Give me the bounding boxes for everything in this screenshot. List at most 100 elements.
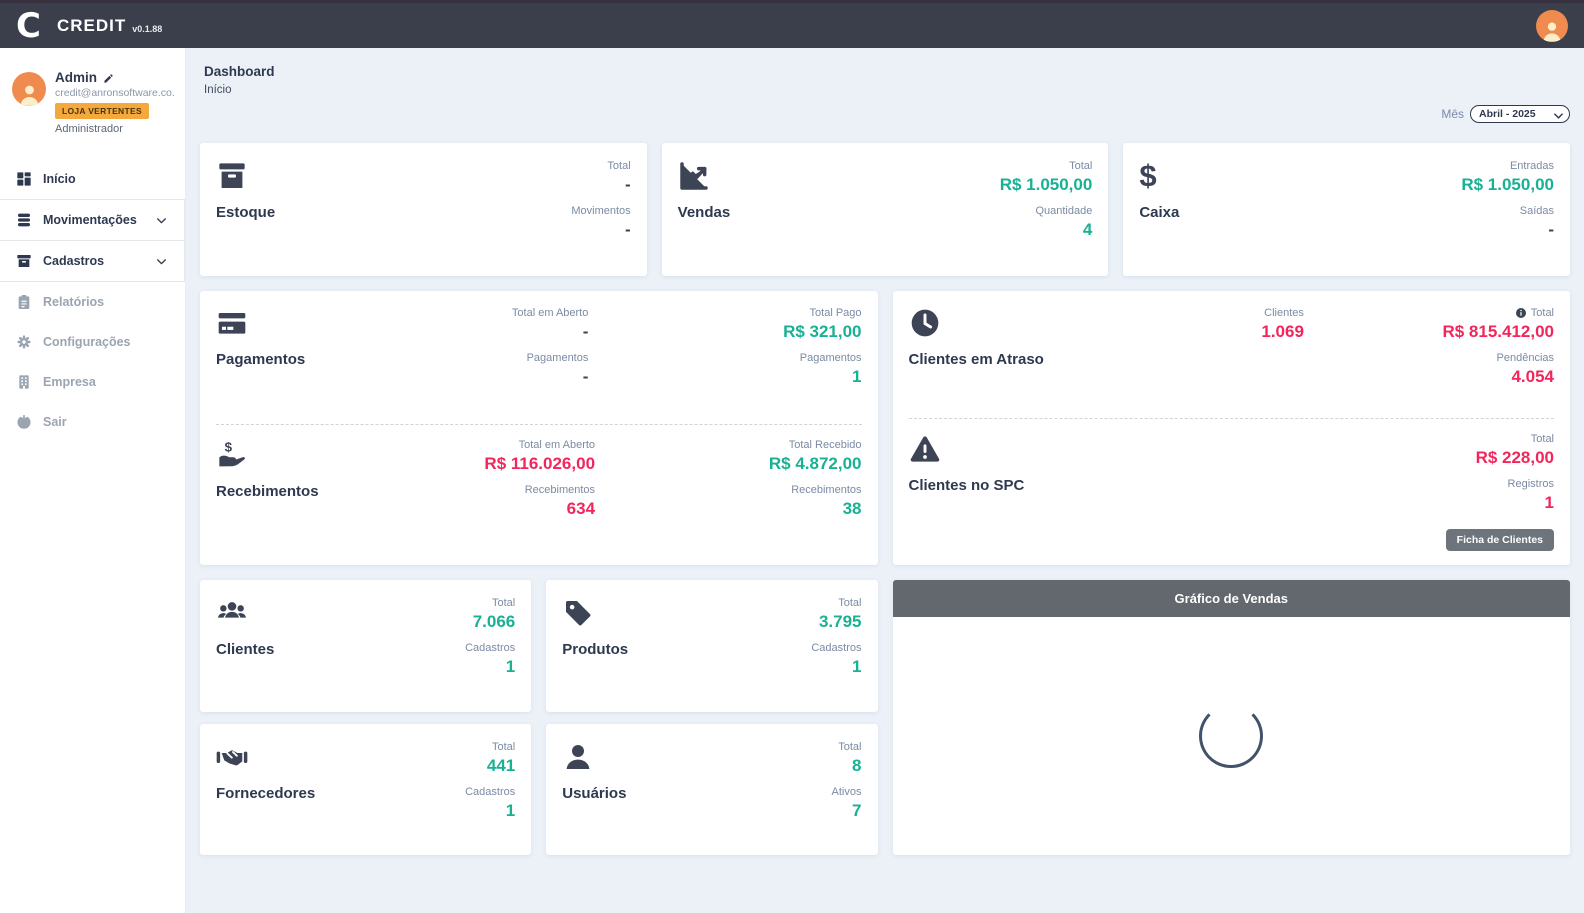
pagamentos-section: Pagamentos Total em Aberto - Pagamentos … xyxy=(216,307,862,420)
stat: Total 8 xyxy=(838,741,862,775)
dashed-divider xyxy=(908,418,1554,419)
card-title: Clientes em Atraso xyxy=(908,351,1044,368)
stat: Total 7.066 xyxy=(472,597,516,631)
person-icon xyxy=(20,85,38,106)
dollar-icon: $ xyxy=(1139,158,1157,193)
sidebar: Admin credit@anronsoftware.co... LOJA VE… xyxy=(0,48,186,913)
card-title: Caixa xyxy=(1139,204,1180,221)
main-content: Dashboard Início Mês Abril - 2025 xyxy=(186,48,1584,913)
stat: Saídas - xyxy=(1519,205,1554,239)
info-icon[interactable] xyxy=(1515,307,1527,319)
chart-body xyxy=(892,617,1570,855)
stat: Total 441 xyxy=(486,741,516,775)
clientes-atraso-spc-card: Clientes em Atraso Clientes 1.069 xyxy=(892,291,1570,565)
sidebar-user-block: Admin credit@anronsoftware.co... LOJA VE… xyxy=(0,70,185,135)
sidebar-item-empresa[interactable]: Empresa xyxy=(0,362,185,402)
estoque-card: Estoque Total - Movimentos - xyxy=(200,143,647,276)
stat: Registros 1 xyxy=(1507,478,1555,512)
chevron-down-icon xyxy=(155,214,168,227)
store-badge: LOJA VERTENTES xyxy=(55,103,149,119)
clock-icon xyxy=(909,307,941,339)
sidebar-item-relatorios[interactable]: Relatórios xyxy=(0,282,185,322)
warning-triangle-icon xyxy=(909,433,941,465)
database-icon xyxy=(16,212,32,228)
clientes-spc-section: Clientes no SPC Total R$ 228,00 Registro… xyxy=(909,433,1555,551)
app-name: CREDIT xyxy=(56,15,127,35)
sidebar-item-movimentacoes[interactable]: Movimentações xyxy=(0,199,185,241)
window-top-strip xyxy=(0,0,1584,3)
card-title: Recebimentos xyxy=(216,482,319,500)
stat: Total em Aberto - xyxy=(511,307,589,341)
chevron-down-icon xyxy=(155,255,168,268)
stat: Clientes 1.069 xyxy=(1261,307,1304,341)
vendas-card: Vendas Total R$ 1.050,00 Quantidade 4 xyxy=(661,143,1109,276)
handshake-icon xyxy=(216,741,248,773)
stat: Ativos 7 xyxy=(831,786,862,820)
stat: Total R$ 1.050,00 xyxy=(999,160,1093,194)
sidebar-item-label: Relatórios xyxy=(43,295,105,309)
card-title: Vendas xyxy=(677,204,731,221)
stat: Cadastros 1 xyxy=(465,786,516,820)
card-title: Pagamentos xyxy=(216,351,306,368)
fornecedores-card: Fornecedores Total 441 Cadastros 1 xyxy=(200,724,532,855)
user-name: Admin xyxy=(55,70,97,85)
stat: Pagamentos - xyxy=(526,352,589,386)
card-title: Clientes xyxy=(216,641,275,658)
user-avatar-button[interactable] xyxy=(1536,9,1568,42)
stat: Entradas R$ 1.050,00 xyxy=(1461,160,1554,194)
clipboard-icon xyxy=(16,294,32,310)
ficha-de-clientes-button[interactable]: Ficha de Clientes xyxy=(1445,529,1555,551)
card-title: Clientes no SPC xyxy=(908,477,1025,494)
grid-icon xyxy=(16,171,32,187)
clientes-atraso-section: Clientes em Atraso Clientes 1.069 xyxy=(909,307,1555,414)
stat: Total em Aberto R$ 116.026,00 xyxy=(484,438,596,473)
topbar: C CREDIT v0.1.88 xyxy=(0,3,1584,48)
stat: Cadastros 1 xyxy=(811,642,862,676)
box-icon xyxy=(216,160,248,192)
page-title: Dashboard xyxy=(204,64,275,79)
hand-dollar-icon: $ xyxy=(216,439,248,471)
sidebar-item-label: Início xyxy=(43,172,76,186)
card-title: Estoque xyxy=(216,204,276,221)
grafico-vendas-panel: Gráfico de Vendas xyxy=(892,580,1570,855)
stat: Total 3.795 xyxy=(818,597,862,631)
usuarios-card: Usuários Total 8 Ativos 7 xyxy=(546,724,878,855)
person-icon xyxy=(1543,22,1561,42)
stat: Recebimentos 634 xyxy=(524,483,596,518)
stat: Movimentos - xyxy=(571,205,631,239)
sidebar-item-label: Movimentações xyxy=(43,213,137,227)
sidebar-item-cadastros[interactable]: Cadastros xyxy=(0,241,185,282)
month-filter-label: Mês xyxy=(1441,106,1464,121)
sidebar-item-label: Empresa xyxy=(43,375,96,389)
sidebar-nav: Início Movimentações Cadastros xyxy=(0,159,185,442)
month-select[interactable]: Abril - 2025 xyxy=(1470,105,1570,123)
tag-icon xyxy=(562,597,594,629)
card-title: Fornecedores xyxy=(216,785,316,802)
card-title: Usuários xyxy=(562,785,627,802)
app-version: v0.1.88 xyxy=(132,24,163,34)
sidebar-item-inicio[interactable]: Início xyxy=(0,159,185,199)
recebimentos-section: $ Recebimentos Total em Aberto R$ 116.02… xyxy=(216,439,862,552)
stat: Total - xyxy=(607,160,631,194)
dashed-divider xyxy=(216,423,862,425)
user-email: credit@anronsoftware.co... xyxy=(55,87,175,99)
gear-icon xyxy=(16,334,32,350)
edit-profile-icon[interactable] xyxy=(103,72,114,83)
sidebar-item-label: Configurações xyxy=(43,335,131,349)
stat: Pendências 4.054 xyxy=(1496,352,1555,386)
building-icon xyxy=(16,374,32,390)
caixa-card: $ Caixa Entradas R$ 1.050,00 Saídas - xyxy=(1123,143,1570,276)
sidebar-item-sair[interactable]: Sair xyxy=(0,402,185,442)
stat: Total R$ 228,00 xyxy=(1475,433,1555,467)
pagamentos-recebimentos-card: Pagamentos Total em Aberto - Pagamentos … xyxy=(200,291,878,565)
card-title: Produtos xyxy=(562,641,629,658)
credit-card-icon xyxy=(216,307,248,339)
breadcrumb: Início xyxy=(204,84,232,96)
sidebar-item-configuracoes[interactable]: Configurações xyxy=(0,322,185,362)
stat: Quantidade 4 xyxy=(1035,205,1093,239)
users-icon xyxy=(216,597,248,629)
stat: Total Pago R$ 321,00 xyxy=(783,307,862,341)
user-role: Administrador xyxy=(55,123,123,135)
clientes-card: Clientes Total 7.066 Cadastros 1 xyxy=(200,580,532,712)
stat: Recebimentos 38 xyxy=(791,483,862,518)
